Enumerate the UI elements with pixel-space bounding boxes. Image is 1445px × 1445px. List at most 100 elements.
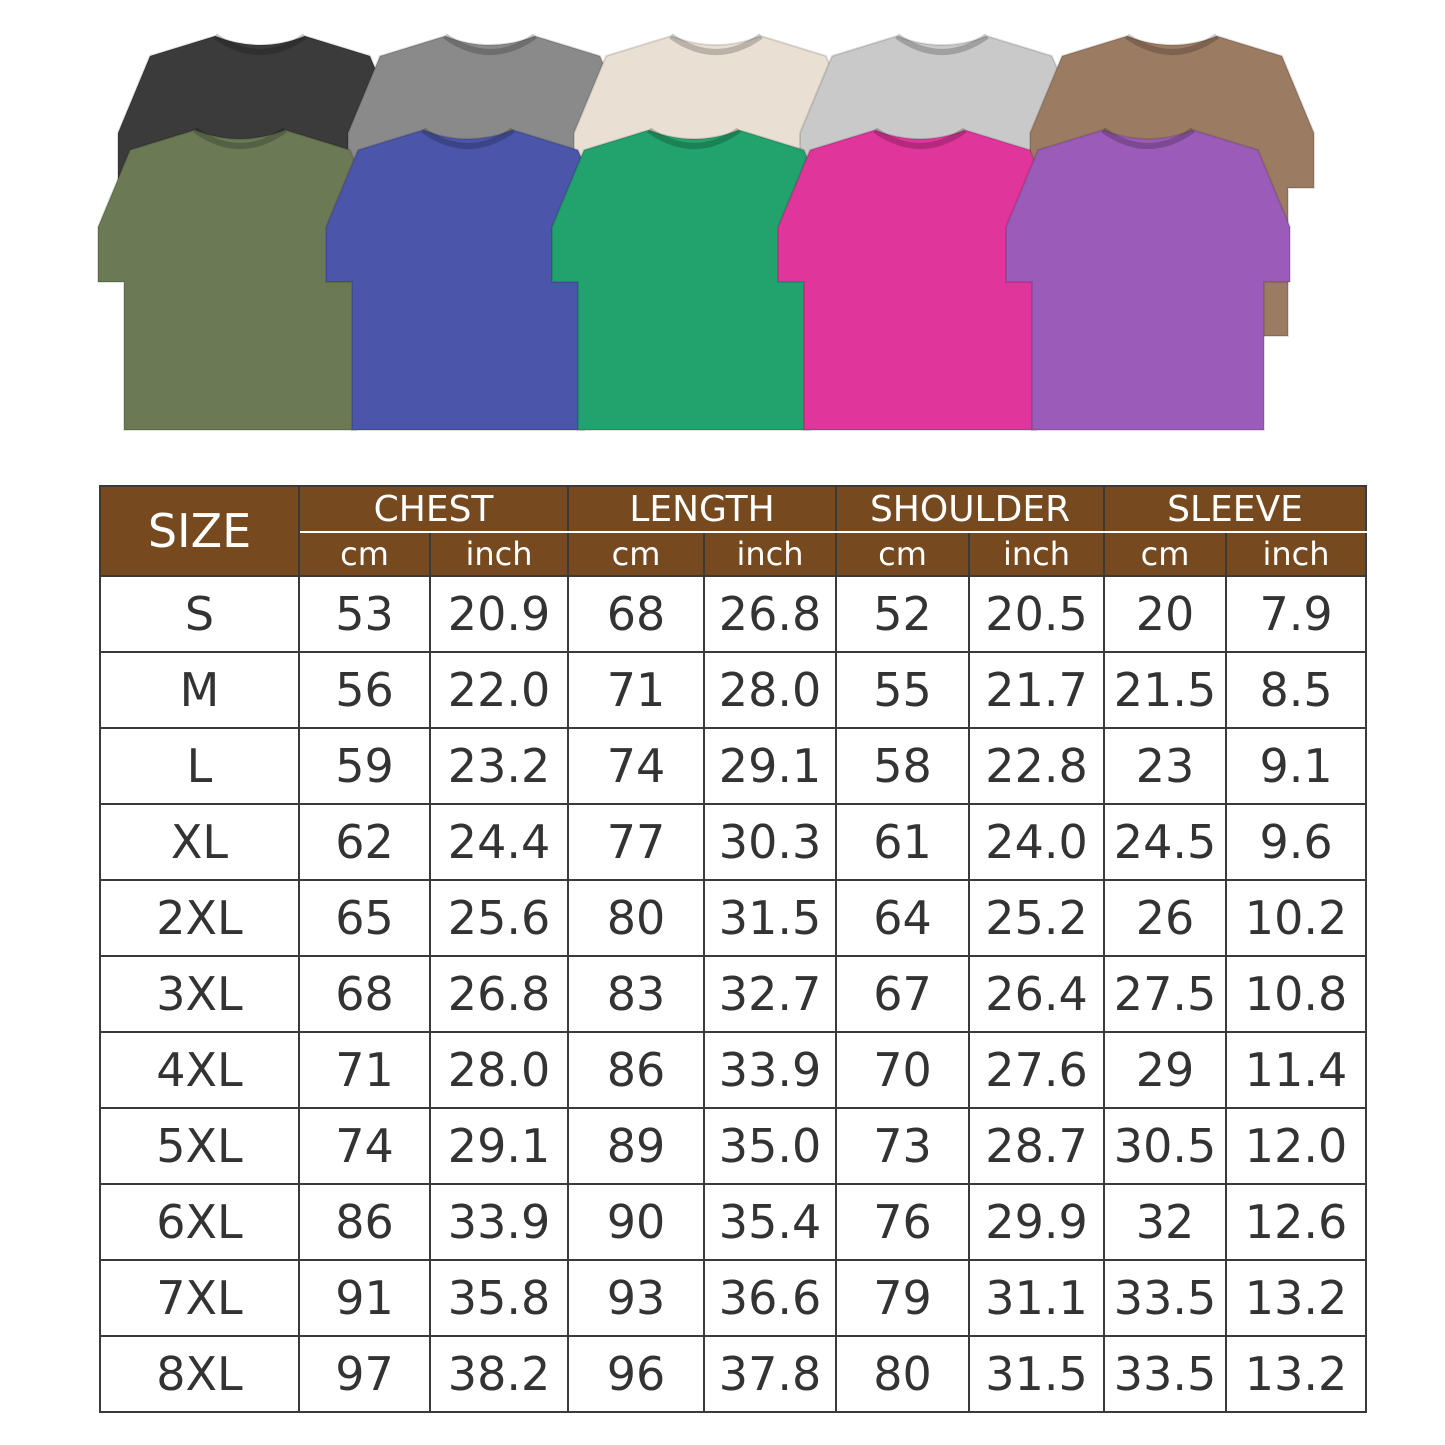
table-row: 3XL 68 26.8 83 32.7 67 26.4 27.5 10.8 bbox=[99, 955, 1368, 1033]
unit-header-cm: cm bbox=[835, 531, 970, 577]
size-chart-table: SIZE CHEST LENGTH SHOULDER SLEEVE cm inch… bbox=[99, 485, 1368, 1413]
measurement-cell: 58 bbox=[835, 727, 971, 805]
measurement-cell: 8.5 bbox=[1225, 651, 1368, 729]
pink-tshirt bbox=[777, 127, 1063, 431]
measurement-cell: 80 bbox=[567, 879, 706, 957]
measurement-cell: 31.1 bbox=[968, 1259, 1106, 1337]
measurement-cell: 26.4 bbox=[968, 955, 1106, 1033]
measurement-cell: 68 bbox=[567, 575, 706, 653]
measurement-cell: 29.9 bbox=[968, 1183, 1106, 1261]
unit-header-cm: cm bbox=[298, 531, 431, 577]
measurement-cell: 90 bbox=[567, 1183, 706, 1261]
measurement-cell: 35.0 bbox=[703, 1107, 838, 1185]
unit-header-inch: inch bbox=[968, 531, 1106, 577]
unit-header-inch: inch bbox=[703, 531, 838, 577]
measurement-cell: 25.6 bbox=[428, 879, 570, 957]
measurement-cell: 93 bbox=[567, 1259, 706, 1337]
measurement-cell: 32 bbox=[1103, 1183, 1228, 1261]
measurement-cell: 21.5 bbox=[1103, 651, 1228, 729]
table-row: 4XL 71 28.0 86 33.9 70 27.6 29 11.4 bbox=[99, 1031, 1368, 1109]
measurement-cell: 28.0 bbox=[703, 651, 838, 729]
measurement-cell: 7.9 bbox=[1225, 575, 1368, 653]
table-row: 6XL 86 33.9 90 35.4 76 29.9 32 12.6 bbox=[99, 1183, 1368, 1261]
size-cell: L bbox=[99, 727, 300, 805]
measurement-cell: 24.5 bbox=[1103, 803, 1228, 881]
unit-header-inch: inch bbox=[428, 531, 570, 577]
measurement-cell: 29.1 bbox=[428, 1107, 570, 1185]
measurement-cell: 97 bbox=[298, 1335, 431, 1413]
size-header: SIZE bbox=[99, 485, 300, 577]
measurement-cell: 30.3 bbox=[703, 803, 838, 881]
measurement-cell: 33.5 bbox=[1103, 1259, 1228, 1337]
measurement-cell: 73 bbox=[835, 1107, 971, 1185]
chest-header: CHEST bbox=[297, 485, 570, 533]
header-unit-row: cm inch cm inch cm inch cm inch bbox=[100, 531, 1368, 577]
measurement-cell: 23.2 bbox=[428, 727, 570, 805]
measurement-cell: 20.9 bbox=[428, 575, 570, 653]
measurement-cell: 36.6 bbox=[703, 1259, 838, 1337]
unit-header-inch: inch bbox=[1225, 531, 1368, 577]
size-cell: 4XL bbox=[99, 1031, 300, 1109]
measurement-cell: 26.8 bbox=[703, 575, 838, 653]
measurement-cell: 27.6 bbox=[968, 1031, 1106, 1109]
measurement-cell: 30.5 bbox=[1103, 1107, 1228, 1185]
measurement-cell: 9.6 bbox=[1225, 803, 1368, 881]
measurement-cell: 53 bbox=[298, 575, 431, 653]
measurement-cell: 26.8 bbox=[428, 955, 570, 1033]
measurement-cell: 31.5 bbox=[703, 879, 838, 957]
measurement-cell: 22.0 bbox=[428, 651, 570, 729]
measurement-cell: 86 bbox=[298, 1183, 431, 1261]
table-row: L 59 23.2 74 29.1 58 22.8 23 9.1 bbox=[99, 727, 1368, 805]
measurement-cell: 67 bbox=[835, 955, 971, 1033]
measurement-cell: 77 bbox=[567, 803, 706, 881]
measurement-cell: 29.1 bbox=[703, 727, 838, 805]
measurement-cell: 21.7 bbox=[968, 651, 1106, 729]
measurement-cell: 86 bbox=[567, 1031, 706, 1109]
green-tshirt bbox=[551, 127, 837, 431]
table-row: 7XL 91 35.8 93 36.6 79 31.1 33.5 13.2 bbox=[99, 1259, 1368, 1337]
measurement-cell: 25.2 bbox=[968, 879, 1106, 957]
measurement-cell: 24.0 bbox=[968, 803, 1106, 881]
measurement-cell: 27.5 bbox=[1103, 955, 1228, 1033]
unit-header-cm: cm bbox=[1103, 531, 1227, 577]
table-row: M 56 22.0 71 28.0 55 21.7 21.5 8.5 bbox=[99, 651, 1368, 729]
measurement-cell: 76 bbox=[835, 1183, 971, 1261]
measurement-cell: 29 bbox=[1103, 1031, 1228, 1109]
measurement-cell: 10.8 bbox=[1225, 955, 1368, 1033]
table-row: 8XL 97 38.2 96 37.8 80 31.5 33.5 13.2 bbox=[99, 1335, 1368, 1413]
measurement-cell: 33.9 bbox=[703, 1031, 838, 1109]
measurement-cell: 26 bbox=[1103, 879, 1228, 957]
measurement-cell: 28.0 bbox=[428, 1031, 570, 1109]
table-row: 2XL 65 25.6 80 31.5 64 25.2 26 10.2 bbox=[99, 879, 1368, 957]
size-cell: XL bbox=[99, 803, 300, 881]
length-header: LENGTH bbox=[567, 485, 838, 533]
measurement-cell: 96 bbox=[567, 1335, 706, 1413]
size-cell: M bbox=[99, 651, 300, 729]
measurement-cell: 74 bbox=[567, 727, 706, 805]
unit-header-cm: cm bbox=[567, 531, 705, 577]
measurement-cell: 13.2 bbox=[1225, 1259, 1368, 1337]
sleeve-header: SLEEVE bbox=[1103, 485, 1368, 533]
measurement-cell: 10.2 bbox=[1225, 879, 1368, 957]
table-row: S 53 20.9 68 26.8 52 20.5 20 7.9 bbox=[99, 575, 1368, 653]
size-cell: 5XL bbox=[99, 1107, 300, 1185]
shoulder-header: SHOULDER bbox=[835, 485, 1106, 533]
measurement-cell: 9.1 bbox=[1225, 727, 1368, 805]
measurement-cell: 35.8 bbox=[428, 1259, 570, 1337]
table-row: 5XL 74 29.1 89 35.0 73 28.7 30.5 12.0 bbox=[99, 1107, 1368, 1185]
measurement-cell: 89 bbox=[567, 1107, 706, 1185]
measurement-cell: 20.5 bbox=[968, 575, 1106, 653]
tshirt-color-swatches bbox=[97, 33, 1315, 431]
measurement-cell: 28.7 bbox=[968, 1107, 1106, 1185]
measurement-cell: 71 bbox=[567, 651, 706, 729]
measurement-cell: 12.0 bbox=[1225, 1107, 1368, 1185]
measurement-cell: 33.9 bbox=[428, 1183, 570, 1261]
measurement-cell: 38.2 bbox=[428, 1335, 570, 1413]
measurement-cell: 65 bbox=[298, 879, 431, 957]
olive-tshirt bbox=[97, 127, 383, 431]
size-cell: 6XL bbox=[99, 1183, 300, 1261]
measurement-cell: 74 bbox=[298, 1107, 431, 1185]
size-cell: 2XL bbox=[99, 879, 300, 957]
measurement-cell: 61 bbox=[835, 803, 971, 881]
measurement-cell: 83 bbox=[567, 955, 706, 1033]
